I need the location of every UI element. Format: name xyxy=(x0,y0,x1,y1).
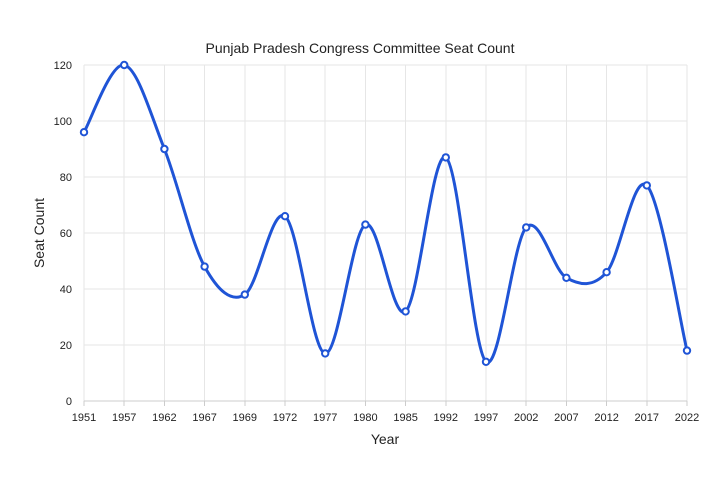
data-point[interactable] xyxy=(481,357,491,366)
data-point[interactable] xyxy=(441,153,450,162)
data-point[interactable] xyxy=(682,346,692,355)
data-point[interactable] xyxy=(562,273,571,282)
x-tick-label: 2002 xyxy=(514,412,538,424)
x-tick-label: 1951 xyxy=(72,412,96,424)
x-tick-label: 2017 xyxy=(635,412,659,424)
x-axis-label: Year xyxy=(371,431,400,447)
x-tick-label: 2007 xyxy=(554,412,578,424)
x-tick-label: 1985 xyxy=(393,412,417,424)
grid xyxy=(83,64,688,401)
chart-title: Punjab Pradesh Congress Committee Seat C… xyxy=(206,40,515,56)
series-line xyxy=(82,63,689,364)
y-tick-label: 120 xyxy=(54,60,72,72)
data-point[interactable] xyxy=(602,268,611,277)
data-point[interactable] xyxy=(160,144,169,154)
x-tick-labels: 1951 1957 1962 1967 1969 1972 1977 1980 1985 1992… xyxy=(72,401,699,424)
x-tick-label: 1969 xyxy=(233,412,257,424)
x-tick-label: 2022 xyxy=(675,412,699,424)
data-point[interactable] xyxy=(200,262,209,271)
data-point[interactable] xyxy=(361,220,370,229)
y-tick-label: 20 xyxy=(60,340,72,352)
data-point[interactable] xyxy=(280,212,290,221)
x-tick-label: 1977 xyxy=(313,412,337,424)
x-tick-label: 1967 xyxy=(192,412,216,424)
x-tick-label: 1972 xyxy=(273,412,297,424)
y-tick-label: 40 xyxy=(60,284,72,296)
data-point[interactable] xyxy=(401,307,410,316)
data-point[interactable] xyxy=(240,290,250,299)
x-tick-label: 2012 xyxy=(594,412,618,424)
y-axis-label: Seat Count xyxy=(31,198,47,268)
y-tick-label: 100 xyxy=(54,116,72,128)
y-tick-label: 80 xyxy=(60,172,72,184)
data-point[interactable] xyxy=(522,223,531,232)
data-point[interactable] xyxy=(120,60,129,70)
y-tick-labels: 0 20 40 60 80 100 120 xyxy=(54,60,72,408)
data-point[interactable] xyxy=(79,128,89,137)
x-tick-label: 1957 xyxy=(112,412,136,424)
x-tick-label: 1980 xyxy=(353,412,377,424)
x-tick-label: 1992 xyxy=(434,412,458,424)
series xyxy=(82,63,689,364)
data-point[interactable] xyxy=(642,181,651,190)
x-tick-label: 1962 xyxy=(152,412,176,424)
y-tick-label: 0 xyxy=(66,396,72,408)
y-tick-label: 60 xyxy=(60,228,72,240)
data-points xyxy=(79,60,692,366)
x-tick-label: 1997 xyxy=(474,412,498,424)
data-point[interactable] xyxy=(321,349,330,358)
